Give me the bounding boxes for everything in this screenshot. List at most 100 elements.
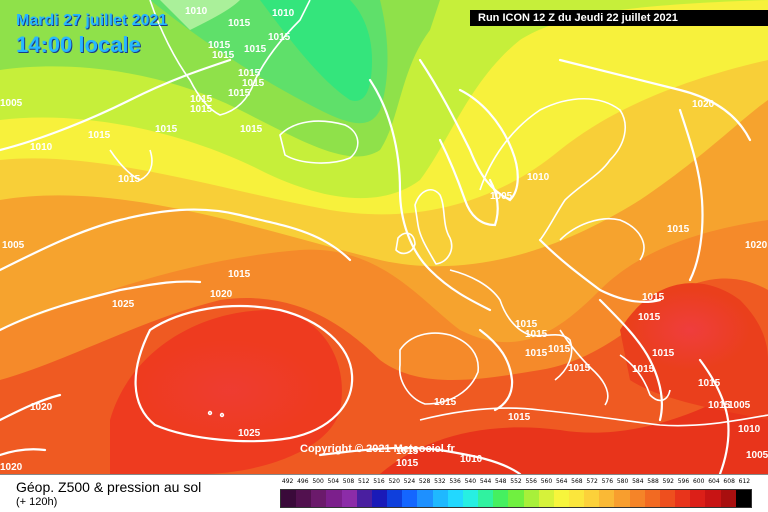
isobar-label: 1015 — [652, 348, 675, 359]
color-scale-swatch — [493, 490, 509, 507]
color-scale-label: 600 — [692, 478, 705, 485]
color-scale-label: 584 — [632, 478, 644, 485]
color-scale-swatch — [417, 490, 433, 507]
color-scale-label: 500 — [312, 478, 324, 485]
isobar-label: 1015 — [548, 344, 571, 355]
isobar-label: 1015 — [508, 412, 531, 423]
color-scale-label: 528 — [418, 478, 431, 485]
color-scale-swatch — [720, 490, 736, 507]
isobar-label: 1010 — [738, 424, 761, 435]
isobar-label: 1015 — [434, 397, 457, 408]
color-scale-swatch — [371, 490, 388, 507]
color-scale-legend: 492 496 500 504 508 512 516 520 524 528 532 536 540 5… — [280, 478, 752, 508]
color-scale-label: 612 — [738, 478, 751, 485]
color-scale-swatch — [387, 490, 403, 507]
isobar-labels: 1010 1015 1010 1015 1015 1015 1015 1015 … — [0, 6, 768, 473]
color-scale-label: 508 — [342, 478, 355, 485]
color-scale-label: 588 — [647, 478, 659, 485]
color-scale-swatch — [356, 490, 372, 507]
color-scale-swatch — [584, 490, 600, 507]
color-scale-bar — [280, 489, 752, 508]
color-scale-swatch — [538, 490, 554, 507]
isobar-label: 1015 — [190, 94, 213, 105]
isobar-label: 1015 — [242, 78, 265, 89]
z500-band-cool-north — [160, 0, 240, 30]
isobar-label: 1020 — [210, 289, 233, 300]
color-scale-label: 596 — [677, 478, 690, 485]
color-scale-swatch — [447, 490, 463, 507]
isobar-label: 1010 — [185, 6, 208, 17]
color-scale-label: 516 — [373, 478, 385, 485]
isobar-label: 1015 — [396, 458, 419, 469]
weather-map: 1010 1015 1010 1015 1015 1015 1015 1015 … — [0, 0, 768, 474]
isobar-label: 1015 — [568, 363, 591, 374]
isobar-label: 1015 — [228, 88, 251, 99]
color-scale-label: 568 — [571, 478, 583, 485]
color-scale-swatch — [341, 490, 357, 507]
color-scale-label: 492 — [281, 478, 294, 485]
color-scale-label: 604 — [708, 478, 720, 485]
isobar-label: 1010 — [272, 8, 295, 19]
color-scale-label: 592 — [662, 478, 674, 485]
color-scale-labels: 492 496 500 504 508 512 516 520 524 528 532 536 540 5… — [280, 478, 752, 489]
color-scale-label: 524 — [403, 478, 416, 485]
isobar-label: 1010 — [30, 142, 53, 153]
color-scale-swatch — [705, 490, 721, 507]
z500-band-red-africa — [380, 391, 768, 474]
color-scale-swatch — [568, 490, 585, 507]
z500-band-deep-green — [260, 0, 372, 101]
map-footer: Géop. Z500 & pression au sol (+ 120h) 49… — [0, 474, 768, 512]
color-scale-label: 564 — [555, 478, 568, 485]
color-scale-label: 544 — [479, 478, 492, 485]
color-scale-label: 580 — [616, 478, 629, 485]
isobar-label: 1025 — [112, 299, 135, 310]
color-scale-swatch — [432, 490, 448, 507]
color-scale-swatch — [281, 490, 297, 507]
isobar-label: 1015 — [118, 174, 141, 185]
color-scale-label: 552 — [510, 478, 522, 485]
isobar-label: 1015 — [396, 446, 419, 457]
isobar-label: 1015 — [708, 400, 731, 411]
isobar-label: 1015 — [240, 124, 263, 135]
color-scale-swatch — [614, 490, 630, 507]
isobar-label: 1015 — [208, 40, 231, 51]
color-scale-swatch — [690, 490, 706, 507]
isobar-label: 1005 — [0, 98, 23, 109]
isobar-label: 1020 — [692, 99, 715, 110]
isobar-label: 1015 — [525, 329, 548, 340]
color-scale-label: 512 — [358, 478, 370, 485]
color-scale-label: 572 — [586, 478, 598, 485]
forecast-lead-time: (+ 120h) — [16, 496, 58, 508]
isobar-label: 1010 — [460, 454, 483, 465]
isobar-label: 1015 — [228, 18, 251, 29]
color-scale-label: 608 — [723, 478, 735, 485]
isobar-label: 1015 — [190, 104, 213, 115]
isobar-label: 1025 — [238, 428, 261, 439]
color-scale-swatch — [462, 490, 479, 507]
isobar-label: 1015 — [88, 130, 111, 141]
color-scale-swatch — [311, 490, 327, 507]
forecast-time: 14:00 locale — [16, 32, 141, 57]
color-scale-swatch — [659, 490, 676, 507]
isobar-label: 1015 — [244, 44, 267, 55]
color-scale-swatch — [735, 490, 751, 507]
isobar-label: 1015 — [515, 319, 538, 330]
color-scale-label: 520 — [388, 478, 400, 485]
coastlines — [109, 0, 768, 427]
color-scale-label: 496 — [297, 478, 309, 485]
isobar-label: 1015 — [698, 378, 721, 389]
color-scale-label: 548 — [495, 478, 507, 485]
isobar-label: 1015 — [155, 124, 178, 135]
isobar-label: 1005 — [490, 191, 513, 202]
isobar-label: 1010 — [527, 172, 550, 183]
color-scale-swatch — [523, 490, 539, 507]
forecast-date: Mardi 27 juillet 2021 — [16, 12, 168, 29]
isobar-label: 1005 — [2, 240, 25, 251]
z500-hot-core — [630, 290, 750, 370]
color-scale-label: 576 — [601, 478, 614, 485]
isobar-label: 1015 — [212, 50, 235, 61]
color-scale-label: 504 — [327, 478, 340, 485]
isobar-label: 1020 — [0, 462, 23, 473]
color-scale-swatch — [629, 490, 645, 507]
